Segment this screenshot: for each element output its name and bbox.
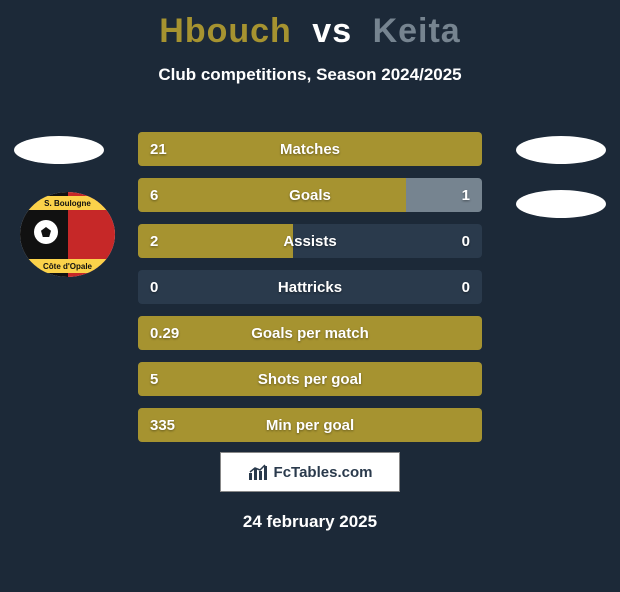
player2-name: Keita bbox=[373, 12, 461, 50]
stat-label: Goals per match bbox=[138, 316, 482, 350]
soccer-ball-icon bbox=[34, 220, 58, 244]
stat-row: 2Assists0 bbox=[138, 224, 482, 258]
badge-top-text: S. Boulogne bbox=[20, 196, 115, 210]
player1-photo-slot bbox=[14, 136, 104, 164]
stat-value-right: 0 bbox=[450, 224, 482, 258]
stat-label: Hattricks bbox=[138, 270, 482, 304]
stat-row: 335Min per goal bbox=[138, 408, 482, 442]
player1-name: Hbouch bbox=[159, 12, 292, 50]
stat-row: 5Shots per goal bbox=[138, 362, 482, 396]
stat-label: Shots per goal bbox=[138, 362, 482, 396]
stat-label: Matches bbox=[138, 132, 482, 166]
bar-chart-icon bbox=[248, 463, 268, 481]
player2-club-slot bbox=[516, 190, 606, 218]
stat-row: 6Goals1 bbox=[138, 178, 482, 212]
stat-bars: 21Matches6Goals12Assists00Hattricks00.29… bbox=[138, 132, 482, 454]
snapshot-date: 24 february 2025 bbox=[0, 512, 620, 532]
stat-value-right: 1 bbox=[450, 178, 482, 212]
subtitle: Club competitions, Season 2024/2025 bbox=[0, 65, 620, 85]
stat-label: Goals bbox=[138, 178, 482, 212]
stat-value-right: 0 bbox=[450, 270, 482, 304]
stat-label: Min per goal bbox=[138, 408, 482, 442]
comparison-title: Hbouch vs Keita bbox=[0, 12, 620, 51]
vs-label: vs bbox=[312, 12, 352, 50]
player2-photo-slot bbox=[516, 136, 606, 164]
brand-watermark: FcTables.com bbox=[220, 452, 400, 492]
badge-bottom-text: Côte d'Opale bbox=[20, 259, 115, 273]
player1-club-badge: S. Boulogne Côte d'Opale bbox=[20, 192, 115, 277]
stat-row: 21Matches bbox=[138, 132, 482, 166]
stat-row: 0.29Goals per match bbox=[138, 316, 482, 350]
stat-row: 0Hattricks0 bbox=[138, 270, 482, 304]
stat-label: Assists bbox=[138, 224, 482, 258]
brand-text: FcTables.com bbox=[274, 464, 373, 481]
